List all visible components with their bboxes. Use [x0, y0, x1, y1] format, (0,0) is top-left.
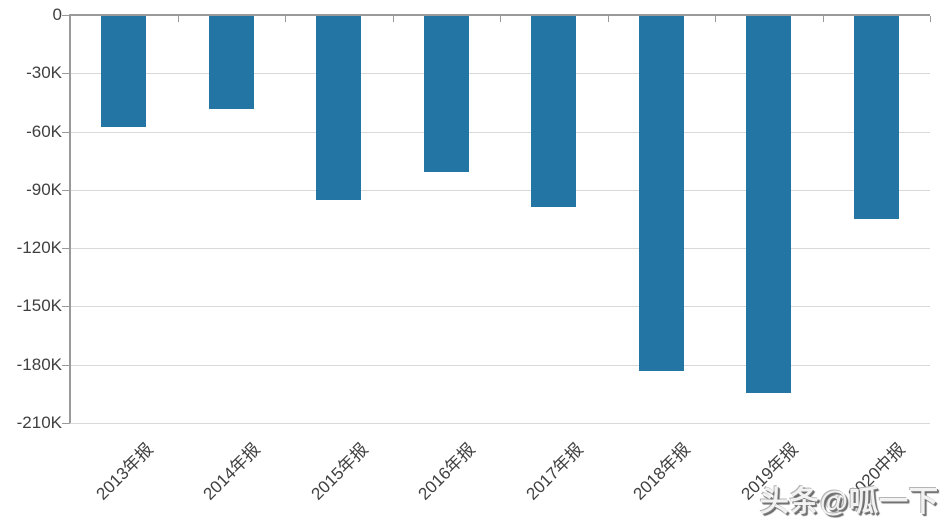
gridline [70, 248, 930, 250]
x-axis-tick [70, 16, 71, 22]
y-axis-tick-label: -90K [26, 179, 62, 199]
x-axis-label: 2017年报 [522, 439, 587, 504]
gridline [70, 131, 930, 133]
bar [101, 16, 147, 127]
y-axis-tick [62, 248, 70, 250]
y-axis-tick [62, 306, 70, 308]
y-axis-tick [62, 15, 70, 16]
x-axis-tick [715, 16, 716, 22]
gridline [70, 306, 930, 308]
y-axis-tick-label: -150K [16, 296, 62, 316]
x-axis-tick [607, 16, 609, 22]
x-axis-tick [392, 16, 394, 22]
x-axis-label: 2016年报 [414, 439, 480, 504]
bar [853, 16, 899, 219]
y-axis-tick [62, 364, 70, 366]
x-axis-tick [177, 16, 179, 22]
gridline [70, 364, 930, 366]
x-axis-line [70, 14, 930, 16]
gridline [70, 423, 930, 424]
watermark: 头条@呱一下 [759, 486, 939, 518]
x-axis-tick [822, 16, 824, 22]
bar [638, 16, 684, 371]
x-axis-tick [500, 16, 501, 22]
y-axis-tick-label: -30K [26, 63, 62, 83]
gridline [70, 73, 930, 75]
y-axis-tick-label: -180K [16, 354, 62, 374]
y-axis-tick-label: -210K [16, 413, 62, 432]
y-axis-tick [62, 423, 70, 424]
y-axis-line [69, 14, 71, 423]
y-axis-tick-label: -60K [26, 121, 62, 141]
bar [208, 16, 254, 110]
bar [746, 16, 792, 393]
x-axis-label: 2018年报 [629, 439, 695, 504]
y-axis-tick-label: -120K [16, 238, 62, 258]
y-axis-tick-label: 0 [52, 5, 62, 24]
x-axis-label: 2015年报 [307, 439, 372, 504]
gridline [70, 189, 930, 191]
y-axis-tick [62, 73, 70, 75]
y-axis-tick [62, 131, 70, 133]
bar [531, 16, 577, 208]
y-axis-tick [62, 189, 70, 191]
x-axis-label: 2014年报 [199, 439, 265, 504]
bar [423, 16, 469, 173]
x-axis-tick [930, 16, 931, 22]
x-axis-tick [285, 16, 286, 22]
bar [316, 16, 362, 200]
x-axis-label: 2013年报 [92, 439, 157, 504]
